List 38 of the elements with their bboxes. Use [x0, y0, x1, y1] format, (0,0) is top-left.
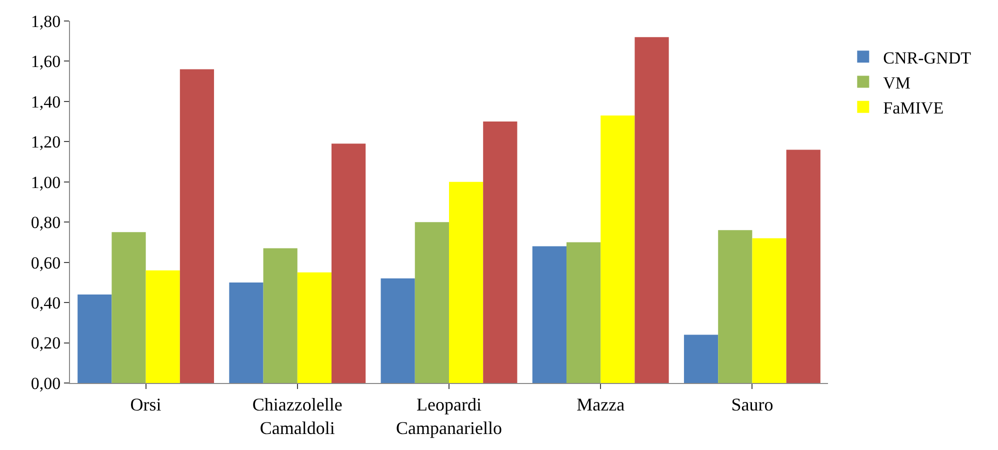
bar: [566, 242, 601, 383]
y-tick-label: 1,40: [30, 92, 61, 112]
bar: [600, 116, 635, 383]
x-tick-label: Orsi: [130, 394, 162, 415]
x-tick-label: Mazza: [576, 394, 625, 415]
bar: [414, 222, 449, 383]
bar: [634, 37, 669, 383]
y-tick-label: 0,40: [30, 294, 61, 313]
bar: [263, 248, 298, 383]
bar: [449, 182, 484, 383]
legend-label: CNR-GNDT: [883, 48, 972, 68]
y-tick-label: 0,20: [30, 334, 61, 353]
bar: [297, 272, 332, 383]
legend-label: FaMIVE: [883, 98, 944, 118]
x-tick-label: Sauro: [731, 394, 774, 415]
bar: [786, 150, 820, 383]
bar: [684, 334, 718, 383]
y-tick-label: 1,60: [30, 52, 61, 72]
y-tick-label: 1,20: [30, 132, 61, 152]
bar: [718, 230, 752, 383]
bar: [146, 270, 180, 383]
bar: [532, 246, 566, 383]
bar: [229, 282, 264, 383]
bar: [483, 122, 518, 383]
x-tick-label: Leopardi Campanariello: [396, 394, 502, 438]
x-tick-label: Chiazzolelle Camaldoli: [252, 394, 342, 438]
y-tick-label: 0,00: [30, 374, 61, 393]
bar: [380, 278, 415, 383]
y-tick-label: 0,80: [30, 213, 61, 232]
bar: [332, 144, 366, 383]
bar: [180, 69, 214, 383]
bar: [112, 232, 146, 383]
y-tick-label: 1,80: [30, 12, 61, 31]
legend-label: VM: [883, 73, 911, 92]
bar: [78, 294, 112, 383]
bar: [752, 238, 786, 383]
y-tick-label: 0,60: [30, 253, 61, 272]
y-tick-label: 1,00: [30, 172, 61, 192]
